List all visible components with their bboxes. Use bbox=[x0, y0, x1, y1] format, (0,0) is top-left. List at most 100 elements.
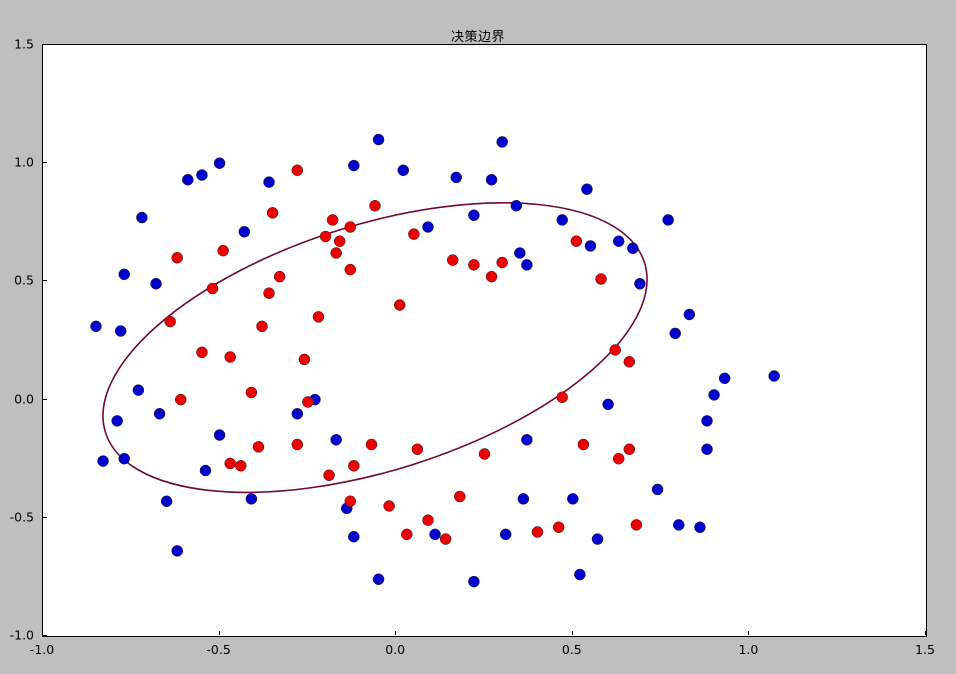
data-point bbox=[510, 200, 523, 212]
data-point bbox=[164, 315, 176, 328]
data-point bbox=[132, 384, 145, 396]
data-point bbox=[683, 308, 696, 321]
data-point bbox=[651, 483, 664, 496]
data-point bbox=[118, 268, 130, 281]
data-point bbox=[171, 545, 183, 557]
data-point bbox=[245, 386, 258, 399]
data-point bbox=[429, 528, 441, 541]
data-point bbox=[266, 207, 279, 219]
data-point bbox=[298, 353, 311, 366]
data-point bbox=[581, 183, 593, 195]
x-tick-mark bbox=[395, 631, 396, 635]
data-point bbox=[150, 278, 162, 290]
x-tick-mark bbox=[925, 631, 926, 635]
plot-canvas bbox=[90, 133, 780, 588]
data-point bbox=[383, 500, 395, 512]
data-point bbox=[213, 157, 226, 169]
data-point bbox=[768, 370, 780, 382]
x-tick-label: 0.5 bbox=[561, 642, 582, 657]
data-point bbox=[263, 287, 275, 299]
data-point bbox=[591, 533, 604, 545]
y-tick-label: 0.0 bbox=[14, 391, 34, 407]
y-tick-mark bbox=[43, 44, 47, 45]
data-point bbox=[333, 235, 346, 247]
data-point bbox=[252, 441, 265, 453]
data-point bbox=[422, 221, 434, 233]
data-point bbox=[574, 568, 586, 581]
data-point bbox=[468, 259, 480, 271]
data-point bbox=[319, 230, 332, 243]
data-point bbox=[397, 164, 410, 177]
data-point bbox=[595, 273, 607, 285]
data-point bbox=[496, 256, 508, 269]
data-point bbox=[213, 429, 226, 441]
data-point bbox=[174, 393, 187, 406]
data-point bbox=[567, 493, 579, 505]
data-point bbox=[348, 530, 360, 543]
y-tick-mark bbox=[43, 399, 47, 400]
data-point bbox=[393, 299, 406, 311]
data-point bbox=[521, 434, 533, 446]
data-point bbox=[235, 460, 247, 472]
x-tick-mark bbox=[219, 631, 220, 635]
data-point bbox=[291, 408, 304, 420]
data-point bbox=[372, 133, 385, 146]
data-point bbox=[556, 391, 568, 403]
y-tick-mark bbox=[43, 635, 47, 636]
data-point bbox=[330, 434, 342, 446]
data-point bbox=[450, 171, 462, 184]
data-point bbox=[408, 228, 420, 240]
data-point bbox=[153, 408, 166, 420]
data-point bbox=[499, 528, 512, 541]
data-point bbox=[623, 356, 636, 368]
data-point bbox=[291, 438, 304, 451]
y-tick-mark bbox=[43, 517, 47, 518]
data-point bbox=[136, 211, 148, 224]
data-point bbox=[256, 320, 268, 333]
data-point bbox=[514, 247, 526, 259]
data-point bbox=[401, 528, 413, 541]
y-tick-mark bbox=[43, 162, 47, 163]
data-point bbox=[708, 389, 720, 401]
data-point bbox=[245, 493, 258, 505]
data-point bbox=[312, 311, 325, 323]
data-point bbox=[118, 452, 130, 465]
x-tick-label: 1.0 bbox=[738, 642, 759, 657]
y-tick-label: -1.0 bbox=[9, 627, 34, 643]
data-point bbox=[196, 346, 208, 359]
data-point bbox=[344, 495, 357, 508]
page-title: 决策边界 bbox=[450, 30, 505, 45]
data-point bbox=[634, 278, 646, 290]
data-point bbox=[348, 159, 360, 172]
x-tick-mark bbox=[42, 631, 43, 635]
data-point bbox=[365, 438, 378, 451]
data-point bbox=[263, 176, 275, 188]
y-tick-label: -0.5 bbox=[9, 509, 34, 525]
series-class-1 bbox=[164, 164, 643, 545]
data-point bbox=[291, 164, 304, 177]
data-point bbox=[182, 173, 194, 186]
data-point bbox=[196, 169, 208, 181]
data-point bbox=[517, 493, 530, 505]
x-tick-label: 0.0 bbox=[385, 642, 406, 657]
x-tick-label: -0.5 bbox=[206, 642, 231, 657]
data-point bbox=[701, 443, 713, 455]
decision-boundary bbox=[102, 202, 648, 494]
data-point bbox=[570, 235, 583, 247]
y-tick-label: 1.5 bbox=[14, 36, 34, 52]
data-point bbox=[627, 242, 639, 255]
data-point bbox=[623, 443, 636, 455]
data-point bbox=[485, 173, 498, 186]
data-point bbox=[673, 519, 685, 531]
data-point bbox=[584, 240, 597, 252]
x-tick-label: 1.5 bbox=[915, 642, 935, 657]
x-tick-label: -1.0 bbox=[29, 642, 55, 657]
data-point bbox=[238, 226, 251, 238]
data-point bbox=[521, 259, 533, 271]
data-point bbox=[552, 521, 565, 534]
y-tick-label: 0.5 bbox=[14, 272, 34, 288]
data-point bbox=[111, 415, 123, 427]
data-point bbox=[468, 575, 480, 588]
data-point bbox=[439, 533, 452, 545]
